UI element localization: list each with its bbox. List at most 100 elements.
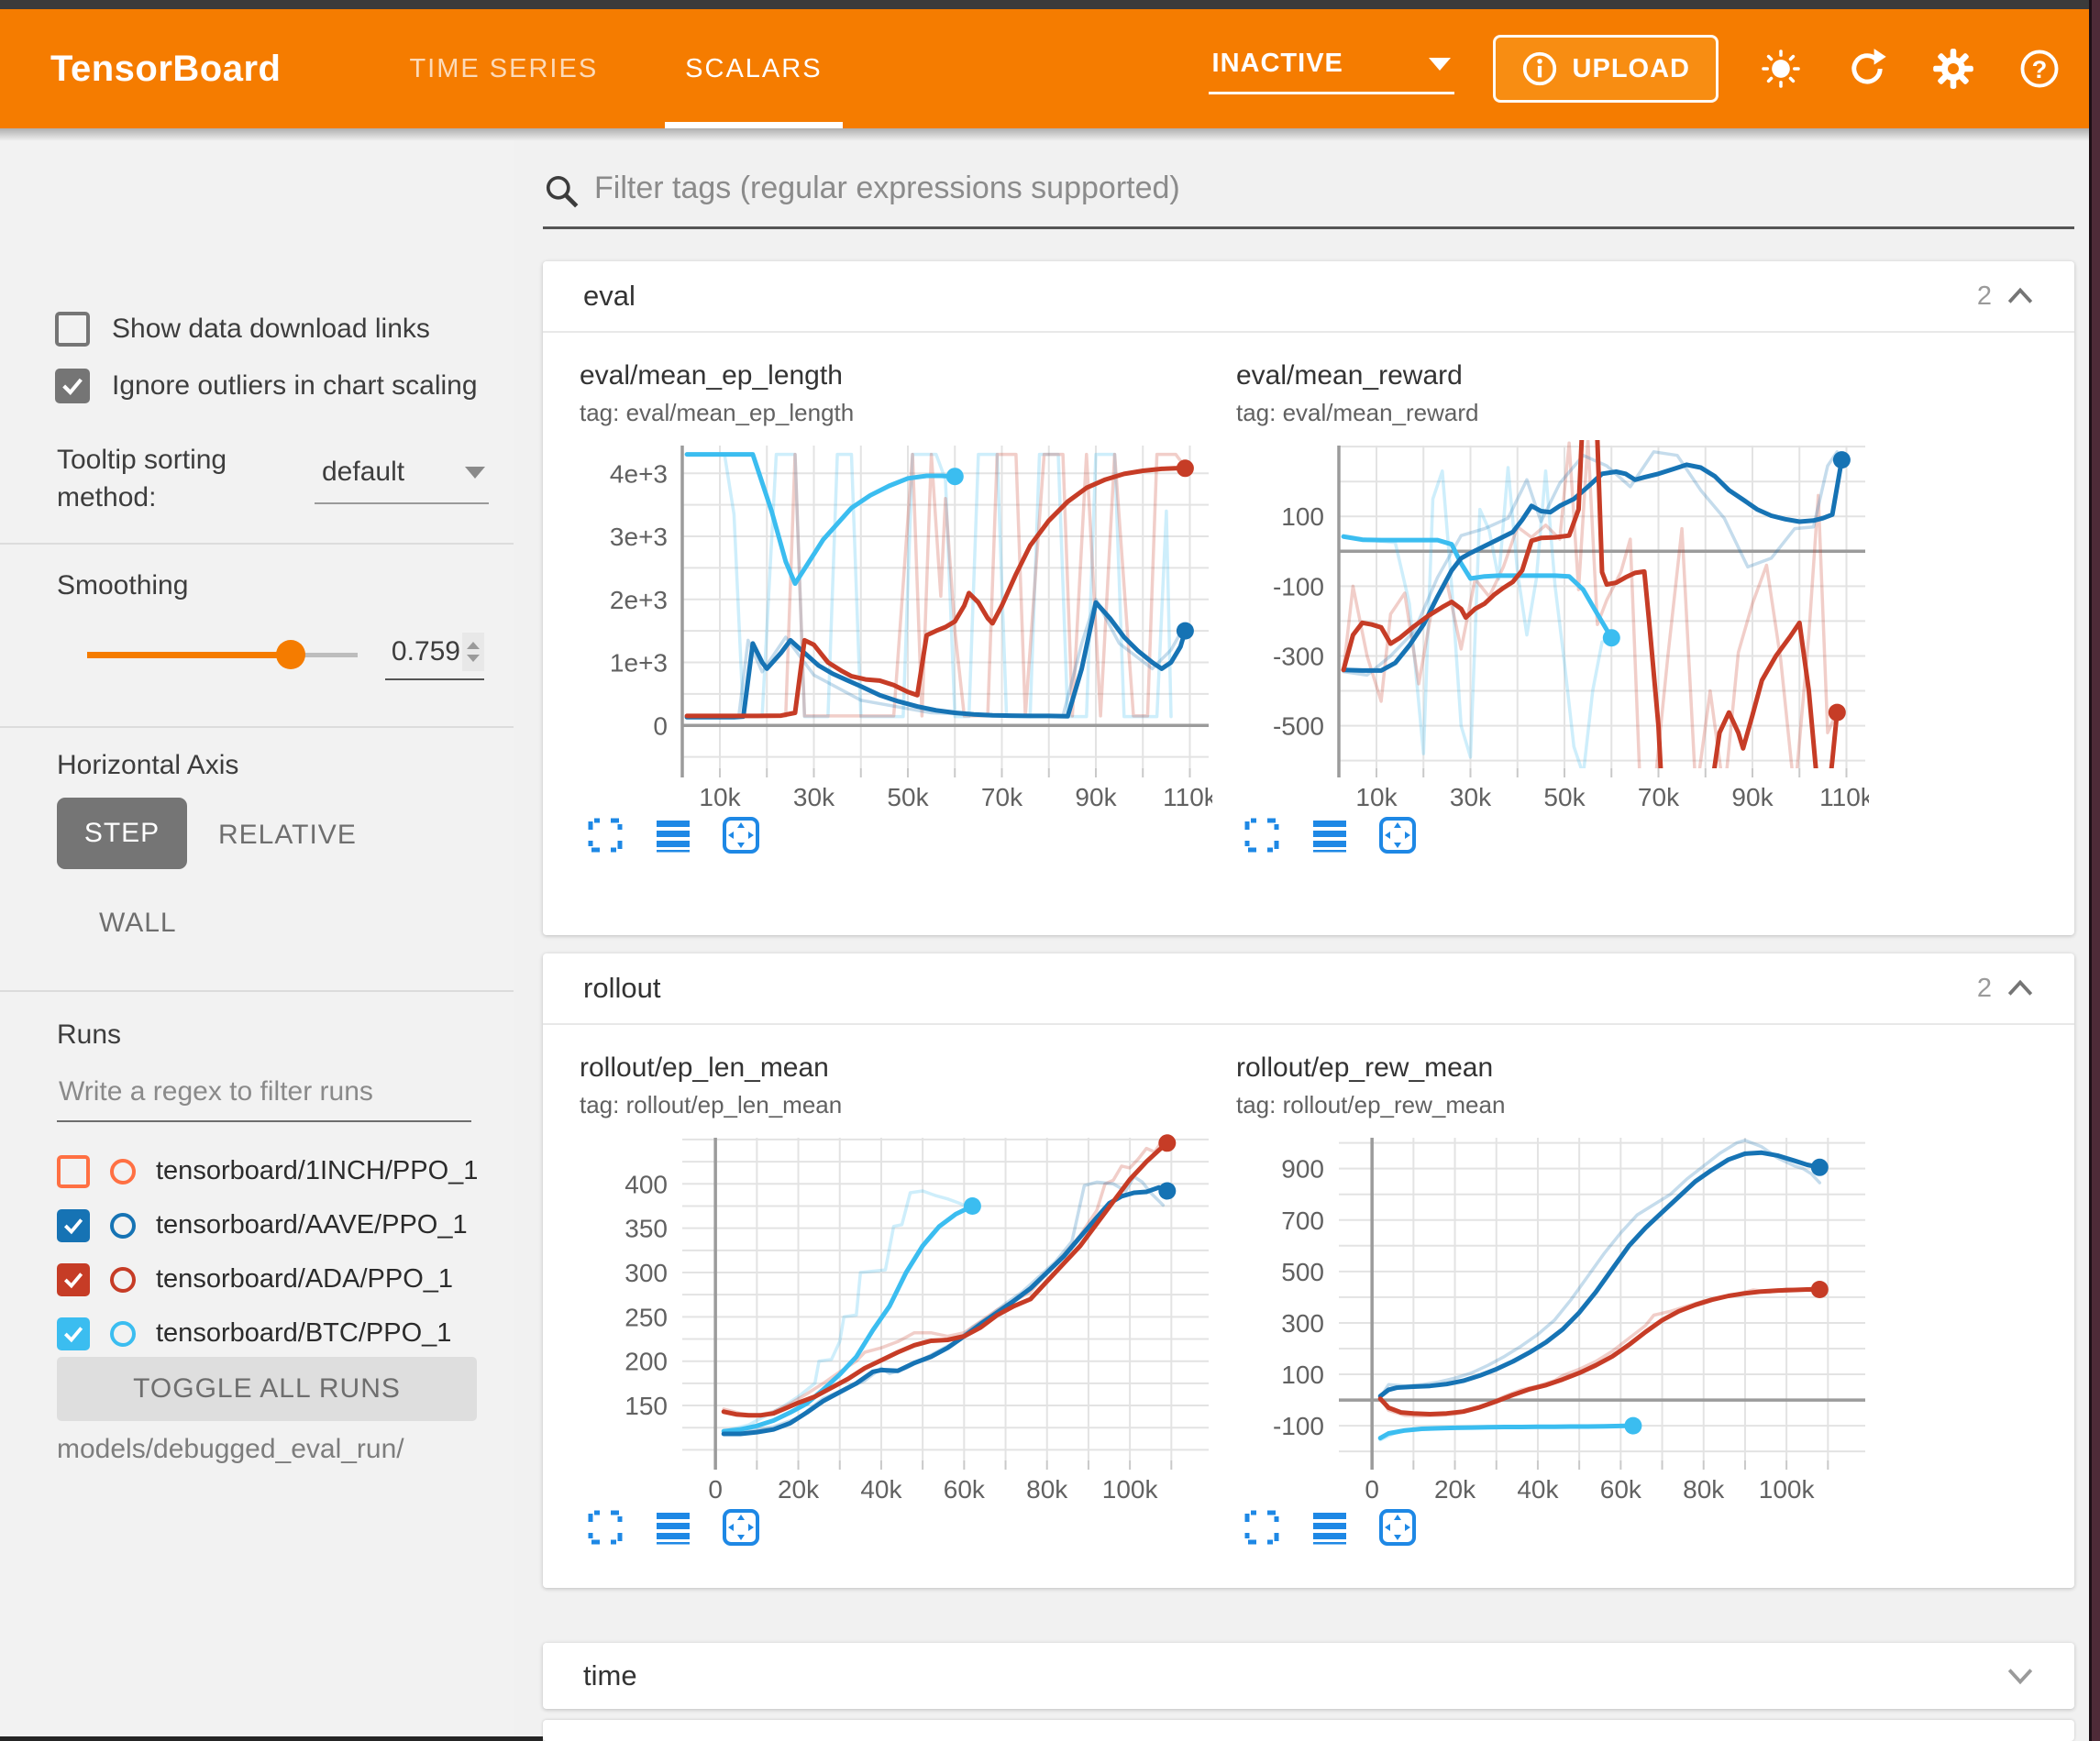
axis-option-relative[interactable]: RELATIVE — [218, 820, 357, 850]
theme-brightness-icon[interactable] — [1757, 45, 1805, 93]
series-ADA-raw — [1378, 1286, 1822, 1418]
stepper-down-icon[interactable] — [467, 655, 480, 662]
chart-tag: tag: rollout/ep_rew_mean — [1236, 1091, 1506, 1118]
log-scale-button[interactable] — [653, 815, 693, 855]
series-end-dot-AAVE[interactable] — [1158, 1182, 1177, 1200]
series-end-dot-ADA[interactable] — [1176, 459, 1194, 478]
expand-section-button[interactable] — [2006, 1666, 2034, 1686]
series-BTC-smoothed — [1341, 534, 1614, 641]
section-header-eval[interactable]: eval 2 — [543, 261, 2074, 333]
number-stepper[interactable] — [462, 633, 484, 671]
window-right-edge — [2089, 0, 2100, 1741]
fit-domain-button[interactable] — [1377, 815, 1418, 855]
series-end-dot-ADA[interactable] — [1810, 1281, 1829, 1298]
header-shadow — [0, 128, 2100, 141]
divider — [0, 726, 514, 728]
series-end-dot-AAVE[interactable] — [1832, 451, 1851, 469]
run-checkbox-ada[interactable] — [57, 1262, 90, 1296]
run-checkbox-aave[interactable] — [57, 1208, 90, 1242]
window-bottom-edge — [0, 1736, 543, 1741]
chart-plot-area[interactable]: 150 200 250 300 350 400 0 20k 40k 60k 80k 100k — [580, 1132, 1212, 1504]
slider-handle[interactable] — [276, 640, 305, 669]
stepper-up-icon[interactable] — [467, 642, 480, 649]
axis-option-wall[interactable]: WALL — [99, 908, 177, 938]
chart-plot-area[interactable]: -100 100 300 500 700 900 0 20k 40k 60k 80k 100k — [1236, 1132, 1869, 1504]
svg-text:50k: 50k — [887, 783, 929, 811]
log-scale-button[interactable] — [1310, 815, 1350, 855]
sun-icon — [1762, 50, 1800, 88]
chevron-up-icon — [2007, 979, 2033, 996]
run-color-swatch-btc[interactable] — [110, 1320, 136, 1347]
log-scale-button[interactable] — [653, 1507, 693, 1548]
smoothing-slider[interactable] — [87, 640, 358, 669]
series-ADA-raw — [722, 1138, 1166, 1417]
chart-title: eval/mean_reward — [1236, 360, 1463, 391]
chart-card-rollout-ep_rew_mean: rollout/ep_rew_mean tag: rollout/ep_rew_m… — [1236, 1038, 1878, 1571]
svg-text:350: 350 — [624, 1215, 668, 1243]
chevron-down-icon — [465, 466, 485, 479]
chart-title: rollout/ep_len_mean — [580, 1052, 829, 1083]
fit-domain-button[interactable] — [721, 1507, 761, 1548]
section-card-rollout: rollout 2 rollout/ep_len_mean tag: rollou… — [543, 953, 2074, 1588]
status-value: INACTIVE — [1211, 49, 1343, 78]
expand-chart-button[interactable] — [585, 815, 625, 855]
refresh-button[interactable] — [1843, 45, 1891, 93]
tab-time-series[interactable]: TIME SERIES — [409, 53, 599, 83]
series-end-dot-ADA[interactable] — [1828, 703, 1846, 722]
log-scale-button[interactable] — [1310, 1507, 1350, 1548]
toggle-all-runs-button[interactable]: TOGGLE ALL RUNS — [57, 1357, 477, 1421]
series-end-dot-ADA[interactable] — [1158, 1134, 1177, 1152]
upload-button[interactable]: UPLOAD — [1492, 35, 1719, 103]
series-BTC-raw — [1342, 466, 1614, 768]
chart-plot-area[interactable]: 0 1e+3 2e+3 3e+3 4e+3 10k 30k 50k 70k 90k 110k — [580, 440, 1212, 811]
refresh-icon — [1851, 49, 1886, 84]
collapse-section-button[interactable]: 2 — [1977, 974, 2034, 1004]
fit-to-data-icon — [723, 817, 759, 854]
series-end-dot-BTC[interactable] — [1624, 1416, 1642, 1435]
svg-text:40k: 40k — [1517, 1475, 1559, 1504]
collapse-section-button[interactable]: 2 — [1977, 281, 2034, 312]
run-color-swatch-ada[interactable] — [110, 1266, 136, 1293]
run-color-swatch-aave[interactable] — [110, 1212, 136, 1239]
chart-title: eval/mean_ep_length — [580, 360, 843, 391]
status-dropdown[interactable]: INACTIVE — [1208, 43, 1454, 94]
run-checkbox-btc[interactable] — [57, 1317, 90, 1350]
series-end-dot-BTC[interactable] — [945, 468, 964, 486]
show-download-links-checkbox[interactable] — [55, 312, 90, 347]
smoothing-value-input[interactable]: 0.759 — [385, 633, 484, 680]
fit-domain-button[interactable] — [721, 815, 761, 855]
svg-text:100k: 100k — [1102, 1475, 1159, 1504]
svg-text:-500: -500 — [1273, 712, 1324, 741]
series-end-dot-AAVE[interactable] — [1810, 1158, 1829, 1176]
svg-text:60k: 60k — [1600, 1475, 1642, 1504]
ignore-outliers-checkbox[interactable] — [55, 369, 90, 403]
expand-chart-button[interactable] — [1242, 815, 1282, 855]
svg-text:20k: 20k — [1434, 1475, 1476, 1504]
series-end-dot-BTC[interactable] — [1602, 629, 1620, 647]
svg-text:100: 100 — [1281, 502, 1324, 531]
expand-chart-button[interactable] — [585, 1507, 625, 1548]
axis-option-step[interactable]: STEP — [57, 798, 187, 869]
runs-filter-input[interactable] — [57, 1071, 471, 1122]
series-end-dot-AAVE[interactable] — [1176, 622, 1194, 640]
run-checkbox-1inch[interactable] — [57, 1154, 90, 1188]
filter-tags-input[interactable] — [594, 161, 2074, 206]
chart-plot-area[interactable]: 100 -100 -300 -500 10k 30k 50k 70k 90k 110k — [1236, 440, 1869, 811]
charts-row-rollout: rollout/ep_len_mean tag: rollout/ep_len_m… — [543, 1025, 2074, 1571]
section-header-time[interactable]: time — [543, 1643, 2074, 1709]
fit-domain-button[interactable] — [1377, 1507, 1418, 1548]
help-button[interactable]: ? — [2016, 45, 2063, 93]
expand-chart-button[interactable] — [1242, 1507, 1282, 1548]
svg-text:20k: 20k — [778, 1475, 820, 1504]
tooltip-sorting-dropdown[interactable]: default — [315, 453, 489, 504]
info-icon — [1522, 51, 1556, 86]
run-color-swatch-1inch[interactable] — [110, 1158, 136, 1185]
svg-text:60k: 60k — [944, 1475, 986, 1504]
svg-text:80k: 80k — [1683, 1475, 1725, 1504]
settings-button[interactable] — [1929, 45, 1977, 93]
series-end-dot-BTC[interactable] — [963, 1197, 981, 1215]
upload-label: UPLOAD — [1572, 53, 1690, 83]
tab-scalars[interactable]: SCALARS — [665, 9, 844, 128]
section-header-rollout[interactable]: rollout 2 — [543, 953, 2074, 1025]
series-BTC-smoothed — [721, 1204, 975, 1434]
